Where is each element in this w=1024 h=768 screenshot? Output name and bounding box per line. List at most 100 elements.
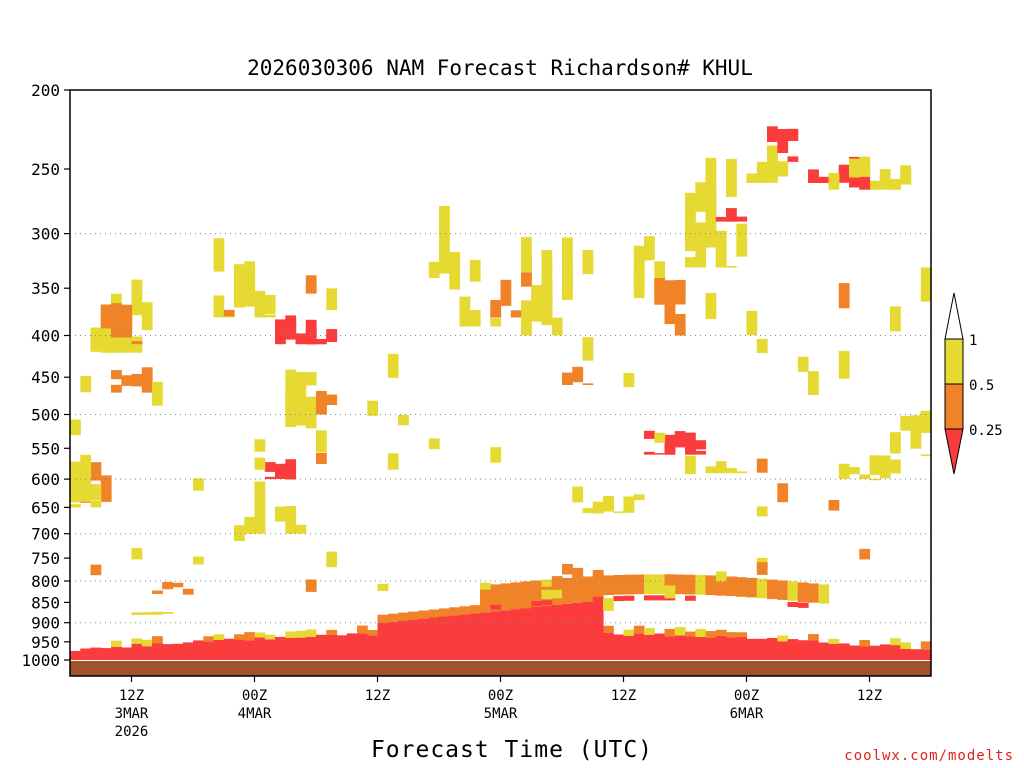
ri-cell-ramp-edge xyxy=(592,592,604,601)
ri-cell-patch xyxy=(592,589,604,592)
ri-cell-frontal xyxy=(736,577,748,597)
ri-cell-scatter xyxy=(367,400,379,416)
ri-cell-patch xyxy=(80,471,92,502)
ri-cell-patch xyxy=(726,266,737,268)
ri-cell-boundary-edge xyxy=(664,628,676,637)
ri-cell-boundary xyxy=(357,633,368,660)
ri-cell-ramp xyxy=(469,613,481,639)
y-axis: 200 250 300 350 400 450 500 550 600 650 700 750 800 8… xyxy=(21,81,70,670)
ri-cell-boundary-edge xyxy=(685,631,696,637)
x-tick-label: 12Z xyxy=(611,688,636,704)
ri-cell-patch xyxy=(654,453,666,455)
ri-cell-boundary-edge xyxy=(152,636,163,644)
y-tick-label-600: 600 xyxy=(31,470,60,489)
ri-cell-ramp xyxy=(480,612,491,639)
ri-cell-patch xyxy=(900,415,912,431)
ri-cell-scatter xyxy=(838,350,850,379)
ri-cell-patch xyxy=(80,454,92,477)
ri-cell-boundary-edge xyxy=(603,625,614,633)
y-tick-label-850: 850 xyxy=(31,593,60,612)
ri-cell-frontal xyxy=(818,584,830,604)
ri-cell-scatter xyxy=(920,267,932,302)
ri-cell-scatter xyxy=(449,253,461,290)
ri-cell-patch xyxy=(295,524,307,534)
ri-cell-frontal xyxy=(531,580,543,600)
ri-cell-patch xyxy=(326,329,338,342)
ri-cell-patch xyxy=(70,504,81,508)
ri-cell-patch xyxy=(172,582,184,588)
ri-cell-frontal xyxy=(480,585,491,605)
ri-cell-patch xyxy=(182,588,194,594)
ri-cell-patch xyxy=(285,506,297,534)
ri-cell-patch xyxy=(582,508,594,513)
ri-cell-boundary-edge xyxy=(695,629,707,637)
ri-cell-patch xyxy=(900,165,912,184)
ri-cell-patch xyxy=(285,369,297,405)
ri-cell-scatter xyxy=(398,414,409,426)
ri-cell-boundary xyxy=(305,636,317,660)
ri-cell-scatter xyxy=(326,288,338,311)
ri-cell-patch xyxy=(838,469,850,479)
ri-cell-patch xyxy=(90,484,102,500)
ri-cell-scatter xyxy=(890,306,901,332)
ri-cell-patch xyxy=(285,459,297,480)
ri-cell-patch xyxy=(264,294,276,314)
ri-cell-patch xyxy=(439,248,450,274)
ri-cell-ramp-edge xyxy=(480,604,491,613)
ri-cell-frontal xyxy=(777,580,789,600)
ri-cell-scatter xyxy=(685,455,696,475)
ri-cell-boundary xyxy=(285,638,297,660)
ri-cell-patch xyxy=(613,511,625,513)
ri-cell-patch xyxy=(90,462,102,481)
ri-cell-frontal xyxy=(705,575,717,596)
ri-cell-scatter xyxy=(193,478,204,491)
ri-cell-patch xyxy=(275,334,286,345)
ri-cell-patch xyxy=(316,405,327,415)
ri-cell-ramp-edge xyxy=(377,614,389,623)
ri-cell-patch xyxy=(767,126,778,142)
ri-cell-boundary-edge xyxy=(285,631,297,638)
ri-cell-scatter xyxy=(705,292,717,319)
ri-cell-patch xyxy=(254,290,266,318)
ri-cell-patch xyxy=(541,263,553,294)
ri-cell-patch xyxy=(705,157,717,200)
ri-cell-ramp xyxy=(500,610,512,639)
x-tick-label: 12Z xyxy=(119,688,144,704)
ri-cell-frontal xyxy=(623,574,635,595)
ri-cell-frontal-low xyxy=(613,596,625,602)
ri-cell-scatter xyxy=(377,583,389,591)
ri-cell-boundary xyxy=(510,631,522,660)
ri-cell-frontal xyxy=(562,577,573,598)
ri-cell-ramp xyxy=(490,611,502,638)
ri-cell-boundary xyxy=(910,649,922,660)
ri-cell-patch xyxy=(254,501,266,534)
ri-cell-patch xyxy=(869,182,881,190)
ri-cell-boundary xyxy=(326,635,338,660)
ri-cell-frontal-low xyxy=(490,604,502,610)
ri-cell-patch xyxy=(469,310,481,327)
ri-cell-patch xyxy=(459,296,471,327)
ri-cell-patch xyxy=(90,327,102,352)
ri-cell-patch xyxy=(551,576,563,588)
ri-cell-frontal-low xyxy=(644,595,655,601)
ri-cell-patch xyxy=(131,374,143,387)
ri-cell-boundary xyxy=(141,646,153,660)
ri-cell-boundary xyxy=(80,648,92,660)
ri-cell-ramp-edge xyxy=(398,612,409,621)
ri-cell-boundary xyxy=(879,644,891,660)
ri-cell-boundary xyxy=(346,633,358,660)
ri-cell-patch xyxy=(695,222,707,268)
ri-cell-patch xyxy=(674,440,686,448)
ri-cell-frontal-low xyxy=(541,600,553,606)
ri-cell-boundary xyxy=(172,643,184,660)
ri-cell-frontal xyxy=(613,575,625,595)
ri-cell-patch xyxy=(859,474,871,480)
ri-cell-frontal xyxy=(490,584,502,604)
ri-cell-patch xyxy=(726,158,737,197)
ri-cell-patch xyxy=(469,259,481,282)
ri-cell-scatter xyxy=(305,579,317,592)
ri-cell-patch xyxy=(326,394,338,405)
ri-cell-boundary xyxy=(756,638,768,660)
ri-cell-patch xyxy=(879,455,891,471)
ri-cell-frontal xyxy=(746,577,758,598)
